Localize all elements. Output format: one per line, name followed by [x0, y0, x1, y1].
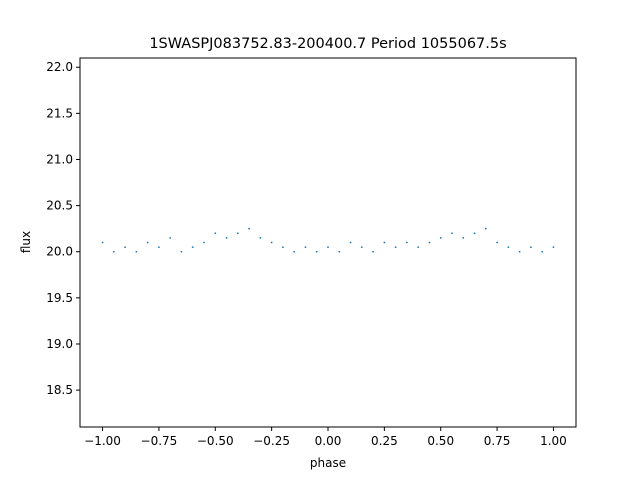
data-point	[315, 250, 318, 253]
data-point	[360, 246, 363, 249]
x-axis: −1.00 −0.75 −0.50 −0.25 0.00 0.25 0.50 0.75 1.00	[84, 427, 567, 448]
data-point	[541, 250, 544, 253]
data-point	[146, 241, 149, 244]
data-point	[169, 236, 172, 239]
data-point	[259, 236, 262, 239]
y-tick-label: 22.0	[46, 60, 73, 74]
y-tick-label: 21.5	[46, 106, 73, 120]
data-point	[225, 236, 228, 239]
data-point	[282, 246, 284, 249]
data-point	[327, 246, 329, 249]
x-tick-label: −0.50	[197, 434, 234, 448]
y-tick-label: 18.5	[46, 383, 73, 397]
data-point	[451, 232, 453, 235]
data-point	[383, 241, 386, 244]
scatter-points	[101, 227, 555, 253]
data-point	[439, 236, 442, 239]
data-point	[236, 232, 239, 235]
data-point	[214, 232, 217, 235]
data-point	[507, 246, 510, 249]
data-point	[473, 232, 476, 235]
x-tick-label: −0.25	[253, 434, 290, 448]
data-point	[191, 246, 194, 249]
y-tick-label: 20.5	[46, 199, 73, 213]
x-axis-label: phase	[310, 456, 346, 470]
data-point	[270, 241, 273, 244]
y-tick-label: 20.0	[46, 245, 73, 259]
data-point	[304, 246, 307, 249]
data-point	[293, 250, 296, 253]
data-point	[135, 250, 138, 253]
y-axis: 18.5 19.0 19.5 20.0 20.5 21.0 21.5 22.0	[46, 60, 80, 397]
chart-title: 1SWASPJ083752.83-200400.7 Period 1055067…	[149, 36, 506, 52]
data-point	[552, 246, 555, 249]
data-point	[372, 250, 374, 253]
x-tick-label: 0.25	[371, 434, 398, 448]
data-point	[112, 250, 115, 253]
y-tick-label: 19.0	[46, 337, 73, 351]
y-tick-label: 21.0	[46, 152, 73, 166]
data-point	[484, 227, 487, 230]
data-point	[518, 250, 521, 253]
data-point	[248, 227, 250, 230]
data-point	[394, 246, 397, 249]
data-point	[338, 250, 341, 253]
data-point	[124, 246, 126, 249]
data-point	[496, 241, 498, 244]
y-axis-label: flux	[19, 231, 33, 253]
x-tick-label: 0.00	[315, 434, 342, 448]
x-tick-label: 1.00	[540, 434, 567, 448]
x-tick-label: −0.75	[141, 434, 178, 448]
x-tick-label: −1.00	[84, 434, 121, 448]
data-point	[349, 241, 352, 244]
data-point	[462, 236, 465, 239]
y-tick-label: 19.5	[46, 291, 73, 305]
data-point	[428, 241, 431, 244]
data-point	[530, 246, 532, 249]
data-point	[158, 246, 160, 249]
x-tick-label: 0.75	[484, 434, 511, 448]
data-point	[417, 246, 420, 249]
data-point	[406, 241, 408, 244]
data-point	[180, 250, 183, 253]
x-tick-label: 0.50	[427, 434, 454, 448]
data-point	[203, 241, 205, 244]
data-point	[101, 241, 104, 244]
